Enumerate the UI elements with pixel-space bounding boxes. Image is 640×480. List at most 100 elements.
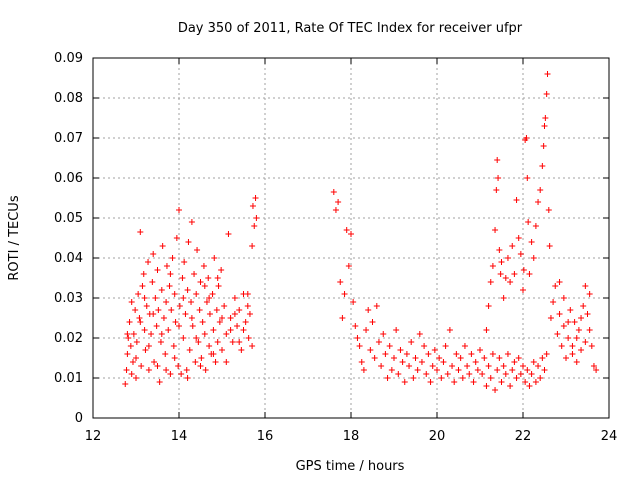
data-point bbox=[238, 347, 245, 353]
data-point bbox=[363, 327, 370, 333]
data-point bbox=[371, 355, 378, 361]
data-point bbox=[211, 255, 218, 261]
data-point bbox=[182, 311, 189, 317]
data-point bbox=[540, 143, 547, 149]
data-point bbox=[427, 379, 434, 385]
data-point bbox=[244, 303, 251, 309]
data-point bbox=[150, 251, 157, 257]
data-point bbox=[489, 351, 496, 357]
data-point bbox=[535, 363, 542, 369]
data-point bbox=[558, 343, 565, 349]
x-axis-label: GPS time / hours bbox=[296, 459, 405, 474]
data-point bbox=[162, 351, 169, 357]
data-point bbox=[155, 307, 162, 313]
data-point bbox=[470, 379, 477, 385]
data-point bbox=[133, 375, 139, 381]
data-point bbox=[593, 367, 600, 373]
data-point bbox=[153, 323, 160, 329]
data-point bbox=[137, 319, 144, 325]
data-point bbox=[142, 347, 149, 353]
data-point bbox=[246, 311, 253, 317]
data-point bbox=[227, 315, 234, 321]
y-axis-label: ROTI / TECUs bbox=[7, 195, 22, 280]
data-point bbox=[524, 367, 531, 373]
data-point bbox=[479, 371, 486, 377]
data-point bbox=[165, 327, 172, 333]
data-point bbox=[511, 359, 518, 365]
data-point bbox=[201, 331, 208, 337]
data-point bbox=[180, 295, 187, 301]
data-point bbox=[128, 299, 135, 305]
data-point bbox=[541, 367, 548, 373]
data-point bbox=[341, 291, 348, 297]
data-point bbox=[348, 231, 354, 237]
data-point bbox=[507, 279, 514, 285]
data-point bbox=[556, 311, 563, 317]
data-point bbox=[345, 263, 352, 269]
data-point bbox=[154, 267, 161, 273]
data-point bbox=[569, 351, 576, 357]
data-point bbox=[137, 229, 144, 235]
data-point bbox=[163, 299, 170, 305]
data-point bbox=[539, 355, 546, 361]
data-point bbox=[373, 303, 380, 309]
data-point bbox=[444, 371, 451, 377]
data-point bbox=[590, 363, 597, 369]
data-point bbox=[530, 359, 537, 365]
data-point bbox=[199, 319, 206, 325]
data-point bbox=[434, 367, 440, 373]
data-point bbox=[125, 335, 132, 341]
data-point bbox=[455, 367, 462, 373]
data-point bbox=[520, 287, 526, 293]
data-point bbox=[213, 307, 220, 313]
data-point bbox=[200, 263, 207, 269]
data-point bbox=[223, 331, 230, 337]
data-point bbox=[586, 327, 593, 333]
data-point bbox=[520, 363, 526, 369]
data-point bbox=[172, 319, 179, 325]
data-point bbox=[487, 375, 494, 381]
data-point bbox=[401, 379, 408, 385]
data-point bbox=[517, 371, 524, 377]
data-point bbox=[176, 207, 182, 213]
data-point bbox=[337, 279, 344, 285]
data-point bbox=[201, 283, 208, 289]
y-tick-label: 0.08 bbox=[54, 91, 83, 106]
data-point bbox=[496, 355, 503, 361]
data-point bbox=[192, 359, 199, 365]
data-point bbox=[339, 315, 346, 321]
data-point bbox=[231, 311, 238, 317]
data-point bbox=[163, 367, 170, 373]
data-point bbox=[468, 351, 475, 357]
data-point bbox=[408, 339, 415, 345]
data-point bbox=[584, 311, 591, 317]
data-point bbox=[225, 231, 232, 237]
data-point bbox=[186, 347, 193, 353]
data-point bbox=[365, 307, 372, 313]
data-point bbox=[537, 187, 544, 193]
data-point bbox=[156, 379, 163, 385]
y-tick-label: 0.05 bbox=[54, 211, 83, 226]
data-point bbox=[526, 383, 533, 389]
data-point bbox=[509, 367, 516, 373]
data-point bbox=[515, 355, 522, 361]
data-point bbox=[133, 339, 140, 345]
x-tick-label: 18 bbox=[343, 429, 360, 444]
data-point bbox=[502, 371, 509, 377]
data-point bbox=[139, 283, 146, 289]
data-point bbox=[244, 291, 251, 297]
data-point bbox=[184, 375, 191, 381]
data-point bbox=[206, 295, 213, 301]
data-point bbox=[528, 371, 535, 377]
data-point bbox=[196, 307, 203, 313]
data-point bbox=[130, 331, 137, 337]
data-point bbox=[236, 307, 243, 313]
data-point bbox=[242, 319, 249, 325]
data-point bbox=[218, 267, 225, 273]
data-point bbox=[487, 279, 494, 285]
data-point bbox=[494, 157, 501, 163]
data-point bbox=[343, 227, 350, 233]
data-point bbox=[483, 383, 490, 389]
data-point bbox=[358, 359, 365, 365]
data-point bbox=[537, 375, 544, 381]
